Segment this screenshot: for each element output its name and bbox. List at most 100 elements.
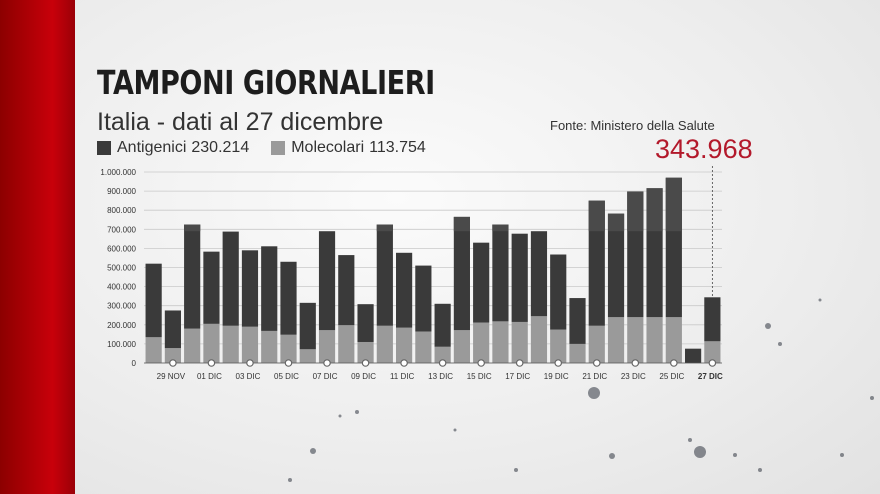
bar-antigenici-cap bbox=[492, 224, 509, 232]
bar-antigenici-cap bbox=[665, 177, 682, 232]
legend-value-molecolari: 113.754 bbox=[369, 139, 426, 156]
x-tick-label: 21 DIC bbox=[582, 372, 607, 381]
x-tick-label: 17 DIC bbox=[505, 372, 530, 381]
bar-antigenici-cap bbox=[607, 213, 625, 232]
bar-molecolari bbox=[665, 317, 682, 363]
x-tick-marker bbox=[207, 359, 216, 367]
speckle-dot bbox=[338, 414, 342, 418]
bar-antigenici bbox=[415, 265, 432, 332]
speckle-dot bbox=[310, 448, 316, 454]
y-tick-label: 100.000 bbox=[107, 340, 136, 349]
bar-molecolari bbox=[704, 341, 721, 363]
chart-subtitle: Italia - dati al 27 dicembre bbox=[97, 108, 384, 136]
speckle-dot bbox=[453, 428, 457, 432]
x-tick-marker bbox=[323, 359, 331, 367]
x-tick-label: 01 DIC bbox=[197, 372, 222, 381]
bar-antigenici bbox=[396, 252, 413, 328]
bar-antigenici bbox=[299, 302, 316, 350]
x-tick-marker bbox=[438, 359, 447, 367]
legend-item-molecolari: Molecolari 113.754 bbox=[271, 139, 426, 157]
total-value: 343.968 bbox=[655, 134, 753, 164]
bar-molecolari bbox=[453, 330, 470, 363]
x-tick-marker bbox=[361, 359, 370, 367]
bar-molecolari bbox=[530, 316, 548, 363]
bar-antigenici bbox=[338, 255, 355, 326]
speckle-dot bbox=[609, 453, 615, 459]
legend: Antigenici 230.214 Molecolari 113.754 bbox=[97, 138, 448, 158]
x-tick-marker bbox=[592, 359, 601, 367]
y-tick-label: 0 bbox=[132, 359, 137, 368]
red-side-band bbox=[0, 0, 75, 494]
x-tick-label: 05 DIC bbox=[274, 372, 299, 381]
x-tick-marker bbox=[708, 359, 717, 367]
speckle-dot bbox=[870, 396, 874, 400]
bar-molecolari bbox=[241, 326, 259, 363]
bar-antigenici-cap bbox=[184, 224, 201, 232]
bar-molecolari bbox=[184, 328, 201, 363]
bar-molecolari bbox=[588, 325, 605, 363]
bar-molecolari bbox=[318, 330, 336, 363]
bar-antigenici bbox=[607, 213, 625, 318]
bar-molecolari bbox=[396, 327, 413, 363]
x-tick-marker bbox=[515, 359, 524, 367]
x-tick-label: 11 DIC bbox=[390, 372, 415, 381]
bar-antigenici bbox=[588, 200, 605, 326]
legend-swatch-antigenici bbox=[97, 141, 111, 155]
bar-molecolari bbox=[473, 322, 490, 363]
speckle-dot bbox=[588, 387, 600, 399]
bar-molecolari bbox=[511, 321, 528, 363]
bar-antigenici bbox=[261, 246, 278, 331]
bar-antigenici bbox=[203, 251, 220, 324]
bar-antigenici-cap bbox=[376, 224, 393, 232]
bar-antigenici bbox=[685, 348, 702, 363]
bar-antigenici bbox=[164, 310, 181, 349]
speckle-dot bbox=[355, 410, 359, 414]
x-tick-marker bbox=[670, 359, 678, 367]
bar-molecolari bbox=[261, 330, 278, 363]
x-tick-marker bbox=[631, 359, 640, 367]
legend-item-antigenici: Antigenici 230.214 bbox=[97, 139, 249, 157]
bar-molecolari bbox=[550, 329, 567, 363]
x-tick-marker bbox=[554, 359, 563, 367]
y-tick-label: 700.000 bbox=[107, 225, 136, 234]
y-tick-label: 500.000 bbox=[107, 264, 136, 273]
bar-molecolari bbox=[376, 325, 393, 363]
bar-antigenici bbox=[280, 261, 297, 335]
bar-molecolari bbox=[569, 343, 586, 363]
bar-antigenici bbox=[704, 297, 721, 342]
bar-molecolari bbox=[145, 337, 162, 363]
bar-antigenici bbox=[550, 254, 567, 330]
x-tick-label: 27 DIC bbox=[698, 372, 723, 381]
speckle-dot bbox=[288, 478, 292, 482]
y-tick-label: 400.000 bbox=[107, 283, 136, 292]
bar-molecolari bbox=[280, 334, 297, 363]
x-tick-marker bbox=[169, 359, 177, 367]
legend-label-antigenici: Antigenici bbox=[117, 139, 187, 156]
y-tick-label: 800.000 bbox=[107, 206, 136, 215]
legend-swatch-molecolari bbox=[271, 141, 286, 155]
bar-antigenici bbox=[318, 231, 336, 331]
speckle-dot bbox=[765, 323, 771, 329]
x-tick-marker bbox=[284, 359, 293, 367]
bar-antigenici-cap bbox=[627, 191, 644, 232]
chart-title: TAMPONI GIORNALIERI bbox=[97, 63, 435, 102]
speckle-dot bbox=[733, 453, 737, 457]
bar-antigenici bbox=[569, 298, 586, 344]
bar-molecolari bbox=[492, 321, 509, 363]
bar-molecolari bbox=[646, 317, 663, 363]
speckle-dot bbox=[818, 298, 822, 302]
y-tick-label: 600.000 bbox=[107, 244, 136, 253]
x-tick-label: 03 DIC bbox=[236, 372, 261, 381]
legend-value-antigenici: 230.214 bbox=[191, 139, 250, 156]
bar-antigenici bbox=[530, 231, 548, 317]
x-tick-marker bbox=[400, 359, 408, 367]
bar-molecolari bbox=[434, 346, 451, 363]
speckle-dot bbox=[688, 438, 692, 442]
bar-antigenici-cap bbox=[588, 200, 605, 232]
bar-molecolari bbox=[164, 348, 181, 363]
bar-antigenici bbox=[453, 216, 470, 331]
bar-antigenici bbox=[511, 233, 528, 322]
x-tick-label: 09 DIC bbox=[351, 372, 376, 381]
bar-antigenici bbox=[222, 231, 239, 326]
